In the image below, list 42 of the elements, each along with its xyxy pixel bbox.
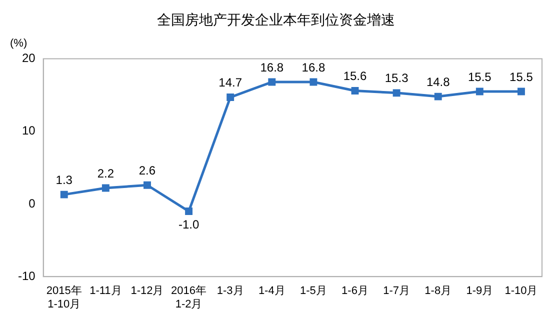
y-tick-label: 0 — [28, 196, 36, 210]
point — [351, 87, 359, 94]
point — [392, 89, 400, 97]
y-tick-label: -10 — [18, 268, 36, 283]
y-tick-label: 20 — [22, 51, 36, 66]
x-tick-label: 1-6月 — [342, 285, 368, 298]
x-tick-label: 1-10月 — [504, 285, 538, 298]
data-label: 14.7 — [218, 76, 242, 90]
point — [518, 88, 525, 96]
point — [102, 184, 110, 192]
x-tick-label: 1-7月 — [383, 285, 410, 298]
data-label: 14.8 — [426, 74, 450, 89]
chart-title: 全国房地产开发企业本年到位资金增速 — [157, 11, 395, 28]
x-tick-label: 1-8月 — [424, 285, 452, 298]
y-axis-title: (%) — [10, 37, 28, 50]
data-label: 2.6 — [138, 163, 156, 178]
point — [185, 208, 193, 215]
data-label: 15.5 — [468, 70, 492, 84]
data-label: 16.8 — [302, 60, 326, 74]
data-label: 1.3 — [56, 172, 73, 187]
point — [476, 88, 484, 96]
y-tick-label: 10 — [22, 124, 36, 138]
data-label: 16.8 — [260, 60, 284, 74]
x-tick-label: 1-9月 — [466, 285, 494, 298]
point — [310, 78, 318, 86]
data-label: 15.3 — [384, 71, 409, 86]
data-label: 15.6 — [343, 69, 368, 84]
x-tick-label: 1-4月 — [258, 285, 286, 298]
point — [144, 181, 151, 189]
point — [60, 190, 68, 198]
x-tick-label: 2016年 1-2月 — [171, 285, 207, 310]
point — [434, 92, 442, 100]
x-tick-label: 2015年 1-10月 — [46, 285, 82, 310]
x-tick-label: 1-5月 — [300, 285, 327, 298]
data-label: -1.0 — [178, 218, 200, 232]
data-label: 15.5 — [510, 70, 534, 84]
x-tick-label: 1-11月 — [90, 285, 122, 298]
data-label: 2.2 — [97, 166, 114, 180]
point — [268, 78, 276, 86]
x-tick-label: 1-3月 — [216, 285, 244, 298]
x-tick-label: 1-12月 — [130, 285, 164, 298]
point — [226, 94, 234, 102]
